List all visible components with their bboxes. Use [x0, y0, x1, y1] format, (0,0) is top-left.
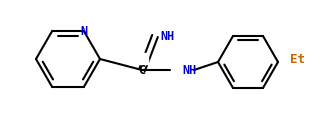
- Text: NH: NH: [160, 30, 174, 42]
- Bar: [172, 54, 192, 64]
- Bar: [136, 54, 148, 64]
- Text: C: C: [138, 64, 146, 77]
- Bar: [151, 20, 169, 30]
- Text: Et: Et: [290, 54, 305, 67]
- Text: NH: NH: [182, 64, 196, 77]
- Text: N: N: [80, 25, 87, 38]
- Bar: [77, 15, 90, 26]
